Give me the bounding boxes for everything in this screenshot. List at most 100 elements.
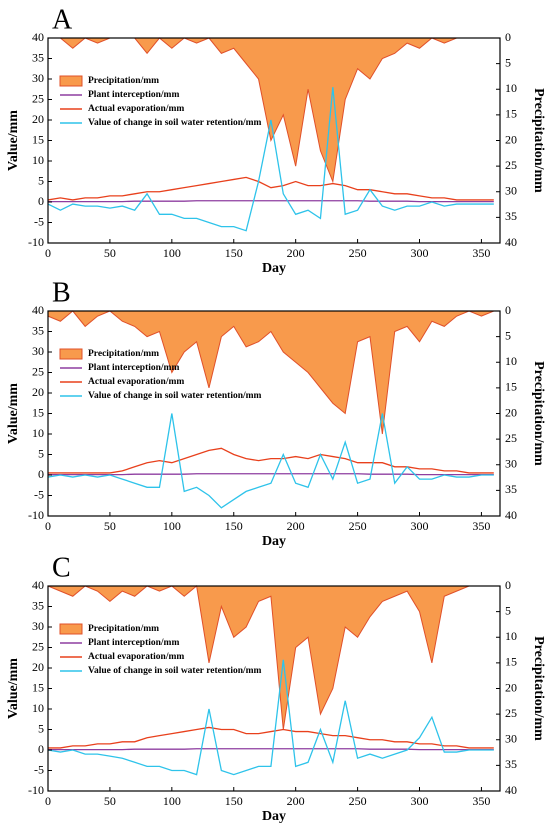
x-tick-label: 300 xyxy=(411,246,429,260)
y2-tick-label: 5 xyxy=(505,328,511,342)
x-tick-label: 250 xyxy=(349,519,367,533)
x-tick-label: 50 xyxy=(104,794,116,808)
y-tick-label: 15 xyxy=(32,405,44,419)
y2-tick-label: 10 xyxy=(505,629,517,643)
y-tick-label: 40 xyxy=(32,303,44,317)
x-tick-label: 350 xyxy=(472,519,490,533)
x-axis-label: Day xyxy=(262,809,286,824)
y-tick-label: 30 xyxy=(32,344,44,358)
y-axis-label: Value/mm xyxy=(6,383,21,444)
x-tick-label: 0 xyxy=(45,794,51,808)
y2-tick-label: 40 xyxy=(505,508,517,522)
plot-frame xyxy=(47,310,501,517)
y-tick-label: 20 xyxy=(32,660,44,674)
x-tick-label: 200 xyxy=(287,794,305,808)
series-line xyxy=(48,473,494,476)
y2-tick-label: 25 xyxy=(505,706,517,720)
legend-swatch xyxy=(59,348,83,360)
y-tick-label: 35 xyxy=(32,323,44,337)
legend-label: Plant interception/mm xyxy=(88,90,179,100)
x-tick-label: 0 xyxy=(45,246,51,260)
y-tick-label: 10 xyxy=(32,426,44,440)
y-tick-label: -10 xyxy=(28,508,44,522)
y2-tick-label: 20 xyxy=(505,132,517,146)
legend-label: Value of change in soil water retention/… xyxy=(88,391,262,401)
y2-tick-label: 40 xyxy=(505,235,517,249)
y-axis-label: Value/mm xyxy=(6,110,21,171)
y2-tick-label: 5 xyxy=(505,603,511,617)
y2-tick-label: 15 xyxy=(505,380,517,394)
y-tick-label: 0 xyxy=(38,467,44,481)
y2-tick-label: 0 xyxy=(505,30,511,44)
y2-tick-label: 5 xyxy=(505,55,511,69)
y-tick-label: 30 xyxy=(32,619,44,633)
x-tick-label: 350 xyxy=(472,794,490,808)
y2-tick-label: 30 xyxy=(505,457,517,471)
legend-label: Value of change in soil water retention/… xyxy=(88,118,262,128)
legend-swatch xyxy=(59,75,83,87)
y-tick-label: 5 xyxy=(38,446,44,460)
precipitation-area xyxy=(47,585,494,730)
y-tick-label: 20 xyxy=(32,112,44,126)
y-tick-label: 5 xyxy=(38,721,44,735)
y-tick-label: 5 xyxy=(38,173,44,187)
x-tick-label: 200 xyxy=(287,519,305,533)
y-tick-label: -5 xyxy=(34,487,44,501)
y-tick-label: 0 xyxy=(38,742,44,756)
y-tick-label: 25 xyxy=(32,364,44,378)
x-tick-label: 250 xyxy=(349,246,367,260)
y2-tick-label: 35 xyxy=(505,757,517,771)
y-tick-label: 10 xyxy=(32,153,44,167)
y-tick-label: 40 xyxy=(32,30,44,44)
y2-tick-label: 25 xyxy=(505,431,517,445)
series-line xyxy=(47,87,494,232)
y2-tick-label: 0 xyxy=(505,303,511,317)
y-tick-label: 25 xyxy=(32,91,44,105)
y-tick-label: 15 xyxy=(32,132,44,146)
legend-label: Precipitation/mm xyxy=(88,349,159,359)
x-axis-label: Day xyxy=(262,261,286,276)
x-tick-label: 350 xyxy=(472,246,490,260)
legend-label: Value of change in soil water retention/… xyxy=(88,666,262,676)
y2-tick-label: 10 xyxy=(505,354,517,368)
y2-axis-label: Precipitation/mm xyxy=(531,636,546,741)
y2-tick-label: 35 xyxy=(505,209,517,223)
y2-tick-label: 40 xyxy=(505,783,517,797)
series-line xyxy=(48,748,494,751)
panel-label: C xyxy=(52,552,71,583)
panel-label: A xyxy=(52,4,73,35)
y2-tick-label: 20 xyxy=(505,405,517,419)
legend-label: Actual evaporation/mm xyxy=(88,652,184,662)
x-tick-label: 150 xyxy=(225,519,243,533)
y2-axis-label: Precipitation/mm xyxy=(531,88,546,193)
y-axis-label: Value/mm xyxy=(6,658,21,719)
series-line xyxy=(47,176,494,201)
y2-tick-label: 0 xyxy=(505,578,511,592)
x-tick-label: 50 xyxy=(104,246,116,260)
series-line xyxy=(47,413,494,509)
legend-label: Plant interception/mm xyxy=(88,363,179,373)
x-tick-label: 150 xyxy=(225,794,243,808)
x-tick-label: 0 xyxy=(45,519,51,533)
panel-label: B xyxy=(52,277,71,308)
y-tick-label: 15 xyxy=(32,680,44,694)
y2-tick-label: 15 xyxy=(505,655,517,669)
legend-label: Actual evaporation/mm xyxy=(88,104,184,114)
y-tick-label: 20 xyxy=(32,385,44,399)
y-tick-label: 30 xyxy=(32,71,44,85)
y-tick-label: 0 xyxy=(38,194,44,208)
y-tick-label: 25 xyxy=(32,639,44,653)
y2-tick-label: 15 xyxy=(505,107,517,121)
y2-tick-label: 10 xyxy=(505,81,517,95)
precipitation-area xyxy=(47,310,494,435)
y2-axis-label: Precipitation/mm xyxy=(531,361,546,466)
y-tick-label: -5 xyxy=(34,762,44,776)
x-tick-label: 100 xyxy=(163,794,181,808)
legend-swatch xyxy=(59,623,83,635)
y2-tick-label: 35 xyxy=(505,482,517,496)
x-tick-label: 50 xyxy=(104,519,116,533)
x-tick-label: 300 xyxy=(411,794,429,808)
y-tick-label: 40 xyxy=(32,578,44,592)
y2-tick-label: 30 xyxy=(505,184,517,198)
